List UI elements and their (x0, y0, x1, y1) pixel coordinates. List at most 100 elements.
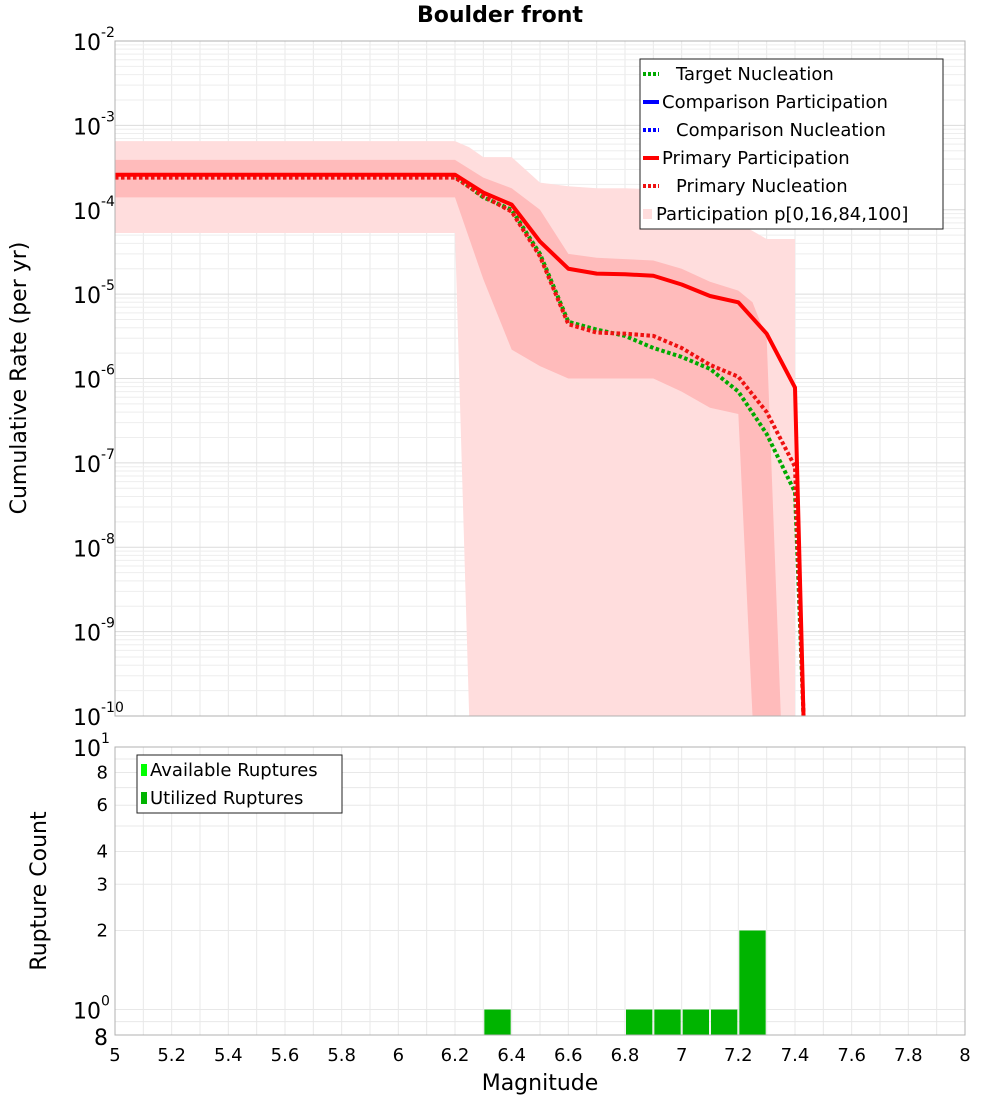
top-series-lines (115, 172, 806, 717)
legend-swatch (643, 209, 652, 219)
bottom-legend: Available Ruptures Utilized Ruptures (136, 754, 343, 814)
top-y-tick-exp: -10 (101, 700, 124, 716)
top-legend-item: Target Nucleation (643, 64, 834, 85)
legend-swatch (141, 764, 147, 776)
top-legend-item: Comparison Nucleation (643, 120, 886, 141)
bottom-y-tick: 10 1 (73, 731, 110, 762)
bottom-y-tick-label: 6 (97, 795, 108, 816)
x-tick-label: 5.2 (157, 1045, 186, 1066)
legend-label: Primary Nucleation (676, 176, 848, 197)
top-y-tick-exp: -4 (101, 194, 115, 210)
legend-label: Utilized Ruptures (150, 788, 303, 809)
top-y-tick-exp: -8 (101, 531, 115, 547)
top-y-tick-exp: -2 (101, 25, 115, 41)
bottom-y-tick: 6 (97, 795, 108, 816)
top-y-tick-base: 10 (73, 369, 101, 394)
rupture-bar (739, 930, 766, 1035)
x-tick-label: 7.8 (894, 1045, 923, 1066)
x-tick-label: 8 (959, 1045, 970, 1066)
x-tick-label: 6.6 (554, 1045, 583, 1066)
x-tick-label: 5.8 (327, 1045, 356, 1066)
bottom-y-tick: 8 (97, 762, 108, 783)
top-legend-item: Primary Participation (643, 148, 850, 169)
top-legend-box (639, 58, 944, 230)
top-legend: Target Nucleation Comparison Participatio… (639, 58, 944, 230)
top-y-axis-label: Cumulative Rate (per yr) (7, 242, 32, 515)
legend-label: Comparison Participation (662, 92, 888, 113)
top-y-tick-base: 10 (73, 537, 101, 562)
top-y-tick-exp: -9 (101, 616, 115, 632)
top-y-tick: 10 -8 (73, 531, 115, 562)
x-tick-label: 5 (109, 1045, 120, 1066)
x-tick-label: 6.2 (441, 1045, 470, 1066)
x-tick-label: 7.4 (781, 1045, 810, 1066)
top-y-tick-base: 10 (73, 284, 101, 309)
bottom-y-tick: 4 (97, 841, 108, 862)
top-y-tick: 10 -3 (73, 109, 115, 140)
top-y-tick-base: 10 (73, 200, 101, 225)
x-axis-label: Magnitude (482, 1071, 599, 1096)
bottom-y-tick-label: 2 (97, 921, 108, 942)
bottom-y-tick-label: 8 (97, 762, 108, 783)
x-tick-label: 7.2 (724, 1045, 753, 1066)
bottom-y-tick: 2 (97, 921, 108, 942)
bottom-y-tick-label: 4 (97, 841, 108, 862)
top-legend-item: Primary Nucleation (643, 176, 848, 197)
top-y-tick-base: 10 (73, 622, 101, 647)
bottom-plot-frame (114, 746, 966, 1036)
bottom-legend-item: Available Ruptures (141, 760, 318, 781)
top-y-tick-base: 10 (73, 115, 101, 140)
top-y-tick: 10 -2 (73, 25, 115, 56)
bottom-y-tick-exp: 1 (101, 731, 110, 747)
top-y-tick-exp: -3 (101, 109, 115, 125)
top-y-tick-exp: -7 (101, 447, 115, 463)
top-legend-item: Comparison Participation (643, 92, 888, 113)
bottom-y-tick: 3 (97, 874, 108, 895)
top-legend-item: Participation p[0,16,84,100] (643, 204, 908, 225)
top-y-tick-base: 10 (73, 453, 101, 478)
bottom-y-tick-exp: 0 (101, 994, 110, 1010)
x-tick-label: 6.4 (497, 1045, 526, 1066)
top-y-tick: 10 -10 (73, 700, 124, 731)
top-plot-frame (114, 40, 966, 717)
top-y-tick: 10 -7 (73, 447, 115, 478)
bottom-y-tick-label: 3 (97, 874, 108, 895)
x-tick-label: 7.6 (837, 1045, 866, 1066)
legend-label: Primary Participation (662, 148, 850, 169)
legend-label: Target Nucleation (675, 64, 834, 85)
top-y-tick-exp: -6 (101, 363, 115, 379)
x-tick-label: 7 (676, 1045, 687, 1066)
bottom-y-tick-base: 10 (73, 1000, 101, 1025)
bottom-y-tick: 8 (94, 1026, 108, 1051)
bottom-legend-item: Utilized Ruptures (141, 788, 303, 809)
x-tick-label: 5.4 (214, 1045, 243, 1066)
top-y-tick: 10 -4 (73, 194, 115, 225)
bottom-y-axis-label: Rupture Count (27, 811, 52, 971)
legend-label: Comparison Nucleation (676, 120, 886, 141)
band-p16-p84 (115, 159, 781, 717)
bottom-legend-box (136, 754, 343, 814)
rupture-bar (626, 1009, 653, 1035)
rupture-bar (711, 1009, 738, 1035)
series-line-primary-nucleation (115, 175, 806, 717)
bottom-y-tick-base: 10 (73, 737, 101, 762)
top-y-tick: 10 -5 (73, 278, 115, 309)
top-y-tick-base: 10 (73, 31, 101, 56)
top-uncertainty-bands (115, 141, 795, 717)
legend-label: Participation p[0,16,84,100] (656, 204, 908, 225)
rupture-bar (654, 1009, 681, 1035)
series-line-primary-participation (115, 172, 806, 717)
bottom-bars (484, 930, 766, 1035)
top-y-tick: 10 -6 (73, 363, 115, 394)
x-tick-label: 6.8 (611, 1045, 640, 1066)
legend-swatch (141, 792, 147, 804)
rupture-bar (484, 1009, 511, 1035)
top-y-tick: 10 -9 (73, 616, 115, 647)
x-tick-label: 6 (393, 1045, 404, 1066)
bottom-y-tick-label: 8 (94, 1026, 108, 1051)
